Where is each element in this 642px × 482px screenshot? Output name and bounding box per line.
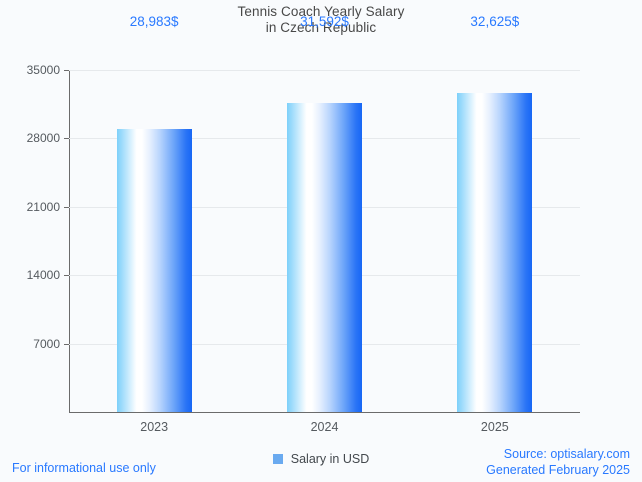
y-axis-tick — [64, 343, 69, 345]
legend-label-salary: Salary in USD — [290, 452, 370, 466]
x-axis-label-2023: 2023 — [140, 420, 169, 434]
bar-value-label: 32,625$ — [470, 14, 520, 29]
y-axis-tick — [64, 138, 69, 140]
chart-legend: Salary in USD — [0, 452, 642, 466]
bar-value-label: 31,592$ — [300, 14, 349, 29]
y-axis-tick-label: 28000 — [26, 131, 60, 146]
plot-area: 7000 14000 21000 28000 35000 28,983$ 2023 31,59… — [27, 14, 580, 434]
generated-text: Generated February 2025 — [486, 463, 630, 477]
y-axis-tick-label: 21000 — [26, 199, 60, 214]
legend-swatch-salary — [272, 454, 283, 464]
y-axis-tick — [64, 206, 69, 208]
chart-title-line1: Tennis Coach Yearly Salary — [237, 4, 405, 19]
x-axis-label-2024: 2024 — [310, 420, 339, 434]
y-axis-tick-label: 14000 — [26, 268, 60, 283]
gridline — [69, 70, 580, 71]
disclaimer-text: For informational use only — [12, 461, 156, 475]
y-axis-line — [69, 70, 70, 413]
bar-2024[interactable] — [287, 103, 362, 412]
x-axis-label-2025: 2025 — [480, 420, 509, 434]
source-text: Source: optisalary.com — [503, 447, 630, 461]
y-axis-tick — [64, 275, 69, 277]
y-axis-tick-label: 35000 — [26, 63, 60, 77]
source-block: Source: optisalary.com Generated Februar… — [486, 446, 630, 478]
chart-title-line2: in Czech Republic — [265, 20, 377, 35]
bar-2025[interactable] — [457, 93, 533, 412]
y-axis-tick — [64, 70, 69, 71]
chart-title: Tennis Coach Yearly Salary in Czech Repu… — [0, 4, 642, 36]
y-axis-tick-label: 7000 — [33, 336, 60, 351]
bar-value-label: 28,983$ — [129, 14, 179, 29]
bar-2023[interactable] — [116, 128, 192, 412]
x-axis-line — [69, 412, 580, 413]
